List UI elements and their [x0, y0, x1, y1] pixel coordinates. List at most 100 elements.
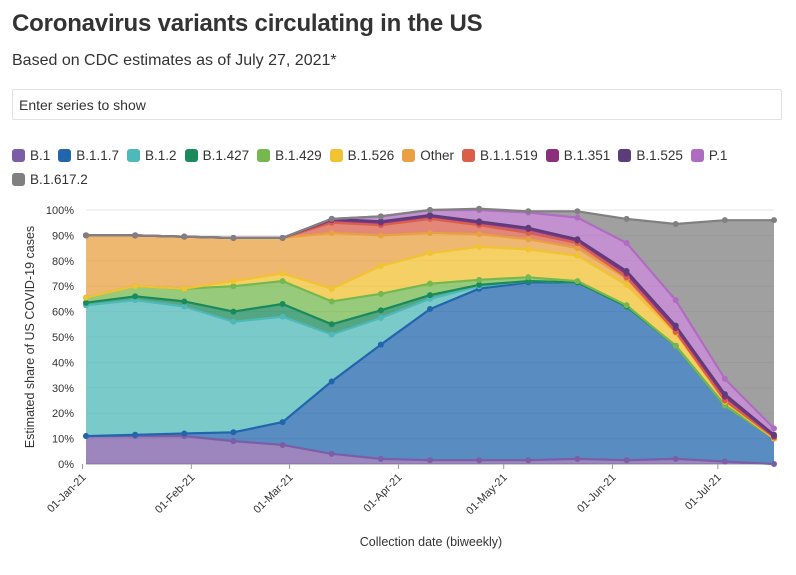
legend-item[interactable]: Other: [402, 146, 454, 164]
data-point[interactable]: [672, 342, 679, 349]
data-point[interactable]: [377, 314, 384, 321]
legend-item[interactable]: B.1.526: [329, 146, 394, 164]
data-point[interactable]: [427, 280, 433, 287]
data-point[interactable]: [623, 457, 630, 464]
data-point[interactable]: [328, 378, 335, 385]
data-point[interactable]: [328, 450, 335, 457]
series-area[interactable]: [86, 282, 774, 464]
data-point[interactable]: [721, 217, 728, 224]
data-point[interactable]: [377, 290, 384, 297]
data-point[interactable]: [377, 232, 384, 239]
data-point[interactable]: [279, 234, 286, 241]
legend-item[interactable]: B.1.351: [545, 146, 610, 164]
data-point[interactable]: [574, 214, 581, 221]
data-point[interactable]: [771, 431, 777, 438]
data-point[interactable]: [574, 455, 581, 462]
data-point[interactable]: [623, 215, 630, 222]
data-point[interactable]: [328, 215, 335, 222]
data-point[interactable]: [230, 318, 237, 325]
data-point[interactable]: [525, 208, 532, 215]
legend-item[interactable]: B.1.1.7: [58, 146, 119, 164]
data-point[interactable]: [328, 298, 335, 305]
data-point[interactable]: [525, 246, 532, 253]
data-point[interactable]: [476, 231, 483, 238]
series-area[interactable]: [86, 208, 774, 429]
data-point[interactable]: [574, 252, 581, 259]
data-point[interactable]: [427, 292, 433, 299]
data-point[interactable]: [328, 285, 335, 292]
data-point[interactable]: [771, 425, 777, 432]
data-point[interactable]: [230, 234, 237, 241]
data-point[interactable]: [525, 236, 532, 243]
data-point[interactable]: [181, 298, 188, 305]
data-point[interactable]: [721, 391, 728, 398]
data-point[interactable]: [574, 278, 581, 285]
data-point[interactable]: [230, 308, 237, 315]
data-point[interactable]: [623, 281, 630, 288]
data-point[interactable]: [427, 207, 433, 213]
legend-item[interactable]: B.1.617.2: [12, 170, 88, 188]
data-point[interactable]: [427, 457, 433, 464]
data-point[interactable]: [377, 341, 384, 348]
data-point[interactable]: [672, 322, 679, 329]
legend-item[interactable]: B.1.2: [127, 146, 177, 164]
data-point[interactable]: [181, 303, 188, 310]
data-point[interactable]: [623, 240, 630, 247]
data-point[interactable]: [672, 455, 679, 462]
data-point[interactable]: [427, 229, 433, 236]
series-search-input[interactable]: [13, 90, 787, 119]
data-point[interactable]: [476, 281, 483, 288]
data-point[interactable]: [672, 220, 679, 227]
data-point[interactable]: [181, 430, 188, 437]
data-point[interactable]: [476, 205, 483, 212]
data-point[interactable]: [83, 299, 89, 306]
legend-item[interactable]: B.1.525: [618, 146, 683, 164]
data-point[interactable]: [83, 232, 89, 239]
data-point[interactable]: [771, 461, 777, 467]
data-point[interactable]: [476, 276, 483, 283]
data-point[interactable]: [328, 331, 335, 338]
data-point[interactable]: [181, 285, 188, 292]
data-point[interactable]: [525, 274, 532, 281]
data-point[interactable]: [132, 293, 139, 300]
data-point[interactable]: [279, 270, 286, 277]
legend-item[interactable]: B.1.427: [184, 146, 249, 164]
data-point[interactable]: [83, 433, 89, 440]
data-point[interactable]: [476, 243, 483, 250]
data-point[interactable]: [132, 431, 139, 438]
data-point[interactable]: [672, 297, 679, 304]
data-point[interactable]: [230, 278, 237, 285]
data-point[interactable]: [427, 250, 433, 257]
data-point[interactable]: [230, 438, 237, 445]
data-point[interactable]: [328, 229, 335, 236]
data-point[interactable]: [721, 458, 728, 465]
data-point[interactable]: [132, 283, 139, 290]
data-point[interactable]: [279, 313, 286, 320]
data-point[interactable]: [230, 429, 237, 436]
data-point[interactable]: [377, 218, 384, 225]
data-point[interactable]: [132, 232, 139, 239]
data-point[interactable]: [83, 294, 89, 301]
data-point[interactable]: [427, 212, 433, 219]
data-point[interactable]: [279, 278, 286, 285]
series-area[interactable]: [86, 232, 774, 439]
legend-item[interactable]: B.1.1.519: [461, 146, 538, 164]
data-point[interactable]: [574, 208, 581, 215]
data-point[interactable]: [279, 441, 286, 448]
data-point[interactable]: [377, 262, 384, 269]
series-area[interactable]: [86, 277, 774, 439]
data-point[interactable]: [181, 233, 188, 240]
data-point[interactable]: [427, 306, 433, 313]
legend-item[interactable]: B.1: [12, 146, 50, 164]
data-point[interactable]: [771, 217, 777, 224]
data-point[interactable]: [525, 457, 532, 464]
data-point[interactable]: [328, 321, 335, 328]
data-point[interactable]: [623, 302, 630, 309]
data-point[interactable]: [721, 375, 728, 382]
data-point[interactable]: [623, 267, 630, 274]
legend-item[interactable]: P.1: [690, 146, 727, 164]
data-point[interactable]: [279, 300, 286, 307]
data-point[interactable]: [230, 283, 237, 290]
data-point[interactable]: [377, 455, 384, 462]
data-point[interactable]: [574, 236, 581, 243]
